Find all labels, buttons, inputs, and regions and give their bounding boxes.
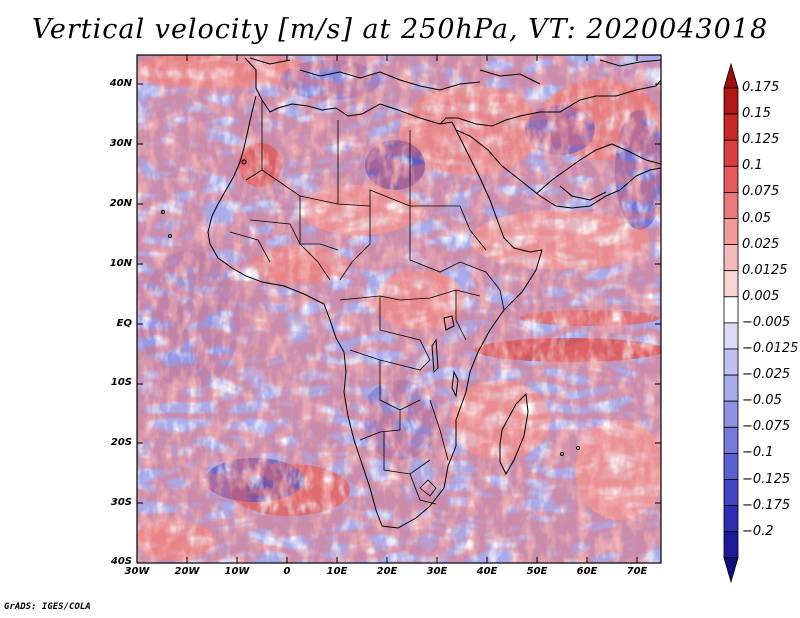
velocity-field [137, 55, 661, 563]
colorbar-label: −0.0125 [742, 341, 799, 356]
lat-label-eq: EQ [116, 318, 132, 329]
colorbar-label: −0.005 [742, 314, 791, 330]
lon-label-0: 0 [283, 566, 291, 577]
colorbar-segment [723, 531, 739, 559]
country-borders [229, 100, 505, 505]
lon-label-30w: 30W [124, 566, 150, 577]
colorbar-segment [723, 505, 739, 533]
colorbar-segment [723, 374, 739, 402]
colorbar-segment [723, 479, 739, 507]
colorbar-segment [723, 244, 739, 272]
lon-label-10e: 10E [326, 566, 348, 577]
colorbar-label: −0.05 [742, 393, 782, 409]
lon-label-70e: 70E [626, 566, 648, 577]
colorbar-label: −0.175 [742, 497, 791, 513]
colorbar-label: 0.025 [742, 236, 780, 252]
chart-title: Vertical velocity [m/s] at 250hPa, VT: 2… [31, 14, 769, 45]
colorbar-label: 0.0125 [742, 262, 788, 278]
lat-label-10s: 10S [110, 377, 132, 388]
axis-ticks [137, 55, 661, 563]
lon-label-20w: 20W [174, 566, 200, 577]
colorbar-segment [723, 191, 739, 219]
plot-frame [136, 54, 662, 564]
colorbar-label: 0.005 [742, 288, 780, 304]
colorbar-segment [723, 400, 739, 428]
colorbar-segment [723, 113, 739, 141]
colorbar-label: −0.025 [742, 367, 791, 383]
lat-label-40s: 40S [110, 556, 132, 567]
lon-label-50e: 50E [526, 566, 548, 577]
lon-label-40e: 40E [476, 566, 498, 577]
colorbar-label: −0.2 [742, 523, 774, 539]
lon-label-30e: 30E [426, 566, 448, 577]
colorbar-segment [723, 270, 739, 298]
colorbar-label: 0.125 [742, 132, 780, 148]
colorbar-segment [723, 452, 739, 480]
lat-label-30s: 30S [110, 497, 132, 508]
colorbar-label: 0.175 [742, 80, 780, 95]
colorbar-label: 0.1 [742, 158, 763, 174]
colorbar-label: 0.05 [742, 210, 771, 226]
colorbar-segment [723, 322, 739, 350]
colorbar [723, 62, 739, 584]
lat-label-10n: 10N [109, 258, 132, 269]
lat-label-30n: 30N [109, 138, 132, 149]
colorbar-segment [723, 218, 739, 246]
lat-label-20n: 20N [109, 198, 132, 209]
credit-text: GrADS: IGES/COLA [4, 602, 91, 612]
lon-label-10w: 10W [224, 566, 250, 577]
colorbar-segment [723, 426, 739, 454]
colorbar-label: 0.075 [742, 184, 780, 200]
colorbar-arrow-bottom [723, 557, 739, 584]
lon-label-20e: 20E [376, 566, 398, 577]
colorbar-arrow-top [723, 62, 739, 89]
colorbar-label: −0.075 [742, 419, 791, 435]
coastlines [207, 57, 661, 529]
lon-label-60e: 60E [576, 566, 598, 577]
colorbar-segment [723, 348, 739, 376]
colorbar-segment [723, 296, 739, 324]
colorbar-segment [723, 165, 739, 193]
colorbar-label: −0.1 [742, 445, 774, 461]
lat-label-40n: 40N [109, 78, 132, 89]
colorbar-segment [723, 139, 739, 167]
colorbar-label: −0.125 [742, 471, 791, 487]
lakes-islands [161, 159, 580, 456]
colorbar-label: 0.15 [742, 106, 771, 122]
lat-label-20s: 20S [110, 437, 132, 448]
colorbar-segment [723, 87, 739, 115]
